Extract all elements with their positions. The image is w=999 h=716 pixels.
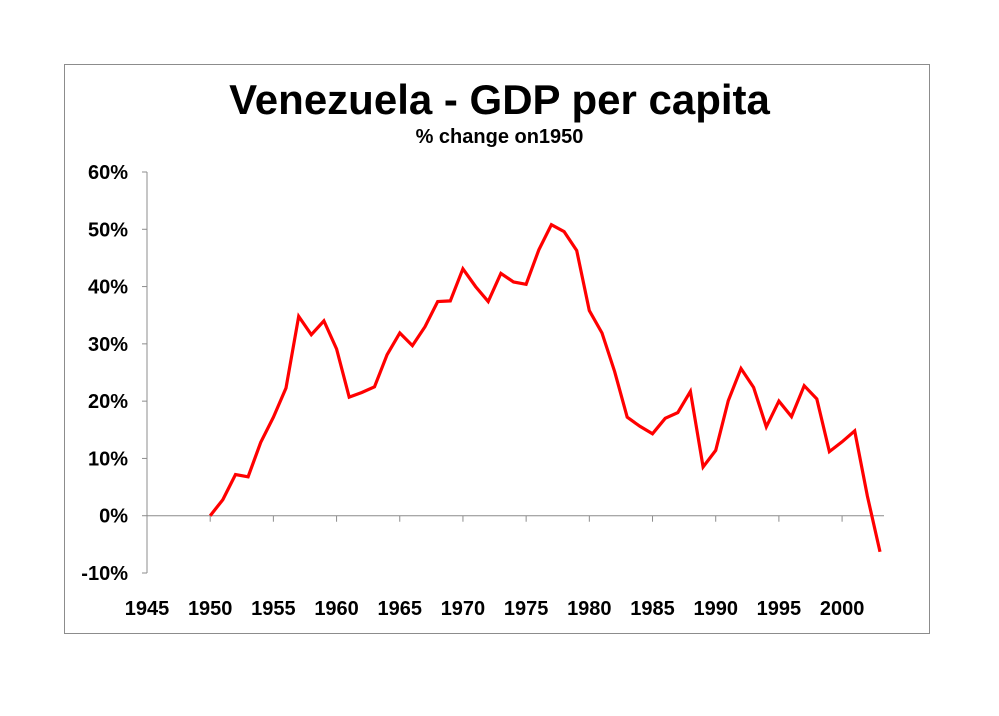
x-tick-label: 1965 (378, 598, 423, 620)
y-tick-label: 60% (88, 162, 128, 184)
y-tick-label: 40% (88, 277, 128, 299)
x-tick-label: 1985 (630, 598, 675, 620)
y-tick-label: 0% (99, 506, 128, 528)
x-tick-label: 1950 (188, 598, 233, 620)
x-tick-label: 1970 (441, 598, 486, 620)
chart-frame (64, 64, 930, 634)
x-tick-label: 1955 (251, 598, 296, 620)
y-tick-label: -10% (81, 563, 128, 585)
x-tick-label: 1960 (314, 598, 359, 620)
y-tick-label: 50% (88, 219, 128, 241)
x-tick-label: 1980 (567, 598, 612, 620)
x-tick-label: 2000 (820, 598, 865, 620)
chart-subtitle: % change on1950 (415, 126, 584, 148)
x-tick-label: 1990 (693, 598, 738, 620)
y-tick-label: 20% (88, 391, 128, 413)
x-tick-label: 1945 (125, 598, 170, 620)
series-line (208, 222, 882, 553)
chart-title: Venezuela - GDP per capita (229, 76, 770, 123)
x-tick-label: 1995 (757, 598, 802, 620)
x-tick-label: 1975 (504, 598, 549, 620)
y-tick-label: 30% (88, 334, 128, 356)
y-tick-label: 10% (88, 448, 128, 470)
